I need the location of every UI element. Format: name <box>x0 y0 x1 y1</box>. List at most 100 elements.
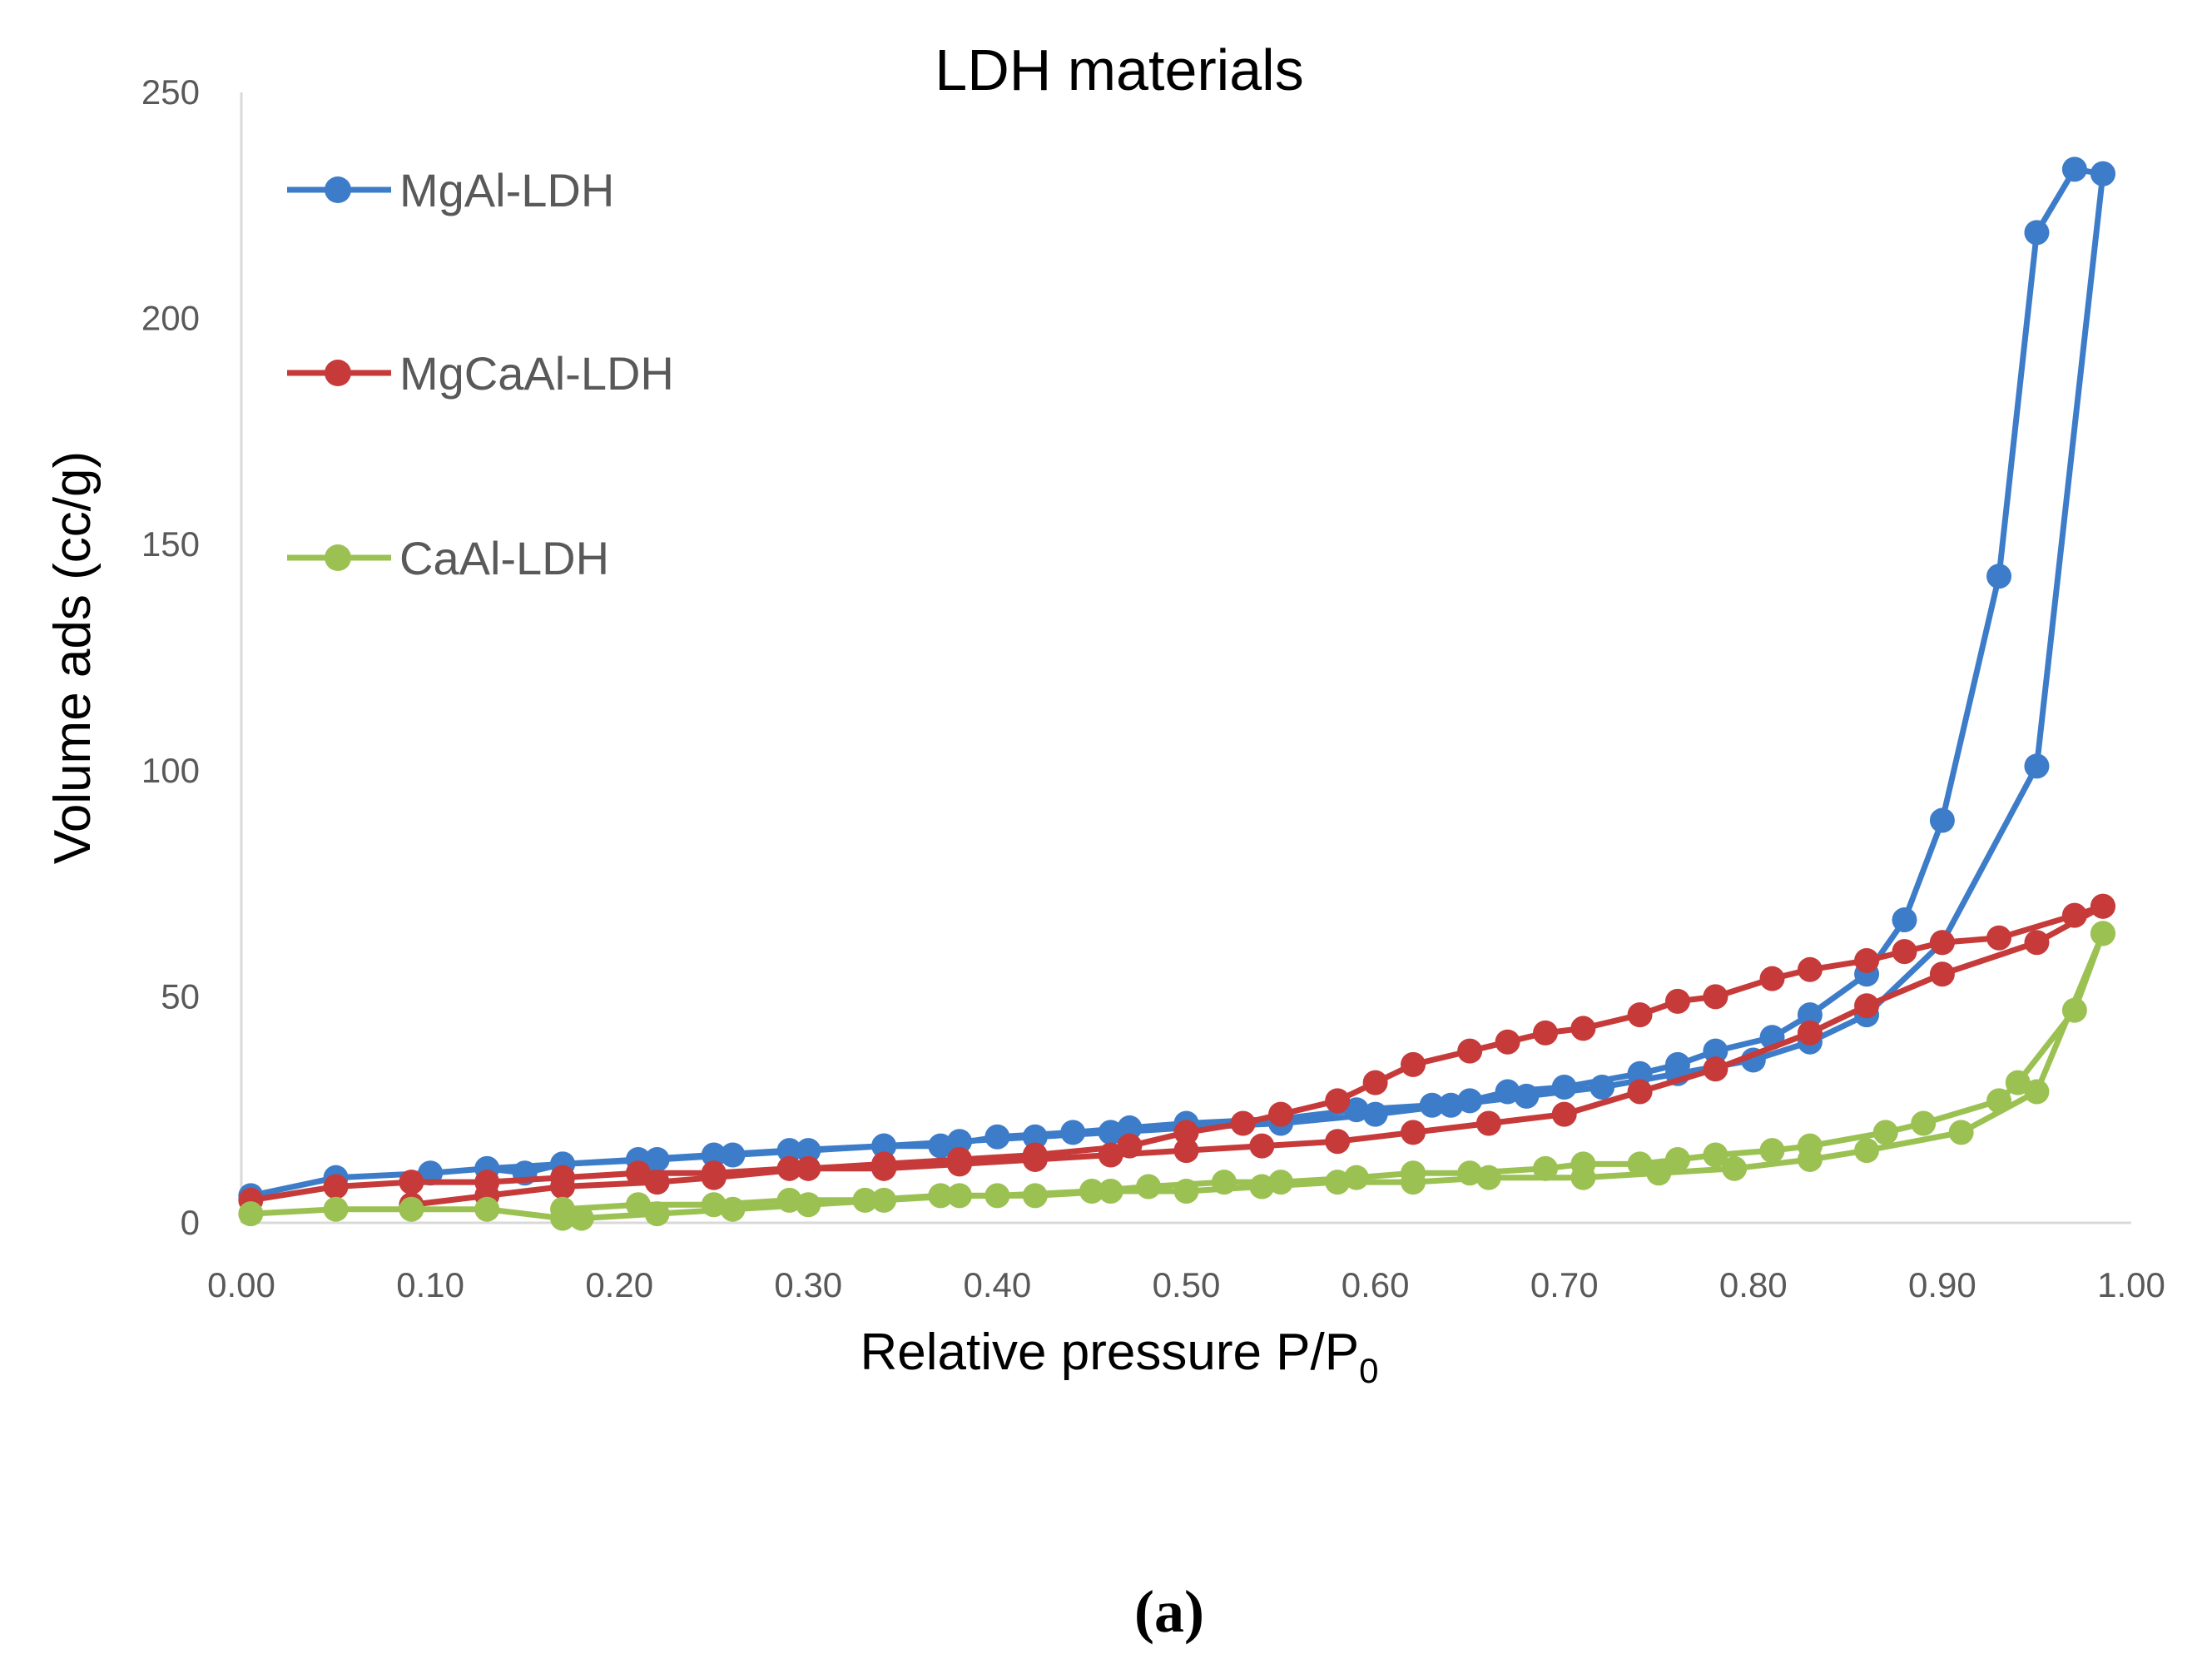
data-point <box>1343 1097 1369 1123</box>
data-point <box>1703 984 1728 1010</box>
data-point <box>625 1160 651 1186</box>
data-point <box>323 1196 349 1222</box>
x-axis-label: Relative pressure P/P0 <box>860 1324 1379 1390</box>
series-line-desorption <box>486 166 2104 1176</box>
data-point <box>550 1196 576 1222</box>
data-point <box>984 1183 1010 1209</box>
data-point <box>1892 939 1917 965</box>
y-tick-label: 150 <box>141 524 200 564</box>
data-point <box>2024 220 2050 246</box>
data-point <box>1419 1092 1445 1118</box>
data-point <box>946 1146 972 1172</box>
data-point <box>238 1201 264 1227</box>
data-point <box>1854 947 1880 973</box>
data-point <box>1627 1079 1653 1105</box>
data-point <box>1854 1138 1880 1164</box>
data-point <box>625 1192 651 1218</box>
data-point <box>399 1170 424 1195</box>
legend-marker <box>325 544 351 571</box>
data-point <box>1457 1038 1483 1064</box>
data-point <box>1627 1060 1653 1086</box>
data-point <box>2024 753 2050 779</box>
data-point <box>1060 1120 1086 1145</box>
data-point <box>1173 1138 1199 1164</box>
data-point <box>474 1196 500 1222</box>
x-tick-label: 0.50 <box>1153 1265 1221 1304</box>
data-point <box>2090 921 2115 946</box>
data-point <box>1211 1170 1237 1195</box>
data-point <box>1268 1101 1294 1127</box>
y-tick-label: 200 <box>141 299 200 338</box>
data-point <box>1457 1088 1483 1114</box>
data-point <box>323 1174 349 1200</box>
y-tick-label: 100 <box>141 751 200 790</box>
data-point <box>1722 1155 1748 1181</box>
x-tick-label: 0.30 <box>774 1265 842 1304</box>
data-point <box>1797 1133 1823 1159</box>
x-tick-label: 1.00 <box>2097 1265 2165 1304</box>
data-point <box>701 1165 727 1190</box>
data-point <box>2061 902 2087 928</box>
data-point <box>1797 1002 1823 1028</box>
y-tick-label: 250 <box>141 72 200 112</box>
data-point <box>928 1183 954 1209</box>
data-point <box>1570 1016 1596 1041</box>
data-point <box>720 1142 746 1168</box>
data-point <box>1948 1120 1974 1145</box>
data-point <box>1797 956 1823 982</box>
y-tick-label: 50 <box>161 976 200 1016</box>
series-CaAl-LDH <box>238 921 2115 1231</box>
data-point <box>928 1133 954 1159</box>
data-point <box>871 1151 897 1177</box>
data-point <box>1986 564 2012 589</box>
data-point <box>1703 1142 1728 1168</box>
data-point <box>568 1205 594 1231</box>
data-point <box>1664 1146 1690 1172</box>
data-point <box>1117 1115 1143 1140</box>
data-point <box>1929 807 1955 833</box>
data-point <box>1627 1151 1653 1177</box>
data-point <box>1401 1160 1426 1186</box>
data-point <box>1892 907 1917 933</box>
figure-caption: (a) <box>1134 1578 1204 1645</box>
chart-title: LDH materials <box>935 37 1303 102</box>
data-point <box>1532 1155 1558 1181</box>
data-point <box>1759 1138 1785 1164</box>
data-point <box>2024 1079 2050 1105</box>
data-point <box>1703 1056 1728 1082</box>
data-point <box>796 1138 821 1164</box>
data-point <box>1759 966 1785 991</box>
data-point <box>1325 1088 1351 1114</box>
data-point <box>1854 993 1880 1019</box>
data-point <box>1986 1088 2012 1114</box>
series-MgAl-LDH <box>238 156 2115 1209</box>
data-point <box>852 1187 878 1213</box>
x-tick-label: 0.90 <box>1908 1265 1976 1304</box>
data-point <box>2061 997 2087 1023</box>
data-point <box>1325 1129 1351 1155</box>
data-point <box>644 1170 670 1195</box>
legend-marker <box>325 360 351 386</box>
data-point <box>1664 988 1690 1014</box>
legend: MgAl-LDH MgCaAl-LDH CaAl-LDH <box>287 164 674 584</box>
data-point <box>701 1192 727 1218</box>
data-point <box>1268 1170 1294 1195</box>
data-point <box>1079 1178 1104 1204</box>
x-tick-label: 0.10 <box>396 1265 464 1304</box>
data-point <box>2005 1070 2031 1095</box>
data-point <box>550 1174 576 1200</box>
data-point <box>1872 1120 1898 1145</box>
data-point <box>984 1124 1010 1150</box>
data-point <box>1401 1120 1426 1145</box>
data-point <box>644 1146 670 1172</box>
data-point <box>1362 1070 1388 1095</box>
x-tick-label: 0.40 <box>964 1265 1032 1304</box>
x-tick-label: 0.00 <box>207 1265 275 1304</box>
x-tick-label: 0.20 <box>585 1265 653 1304</box>
y-tick-label: 0 <box>181 1203 200 1242</box>
data-point <box>1230 1110 1256 1136</box>
data-point <box>1797 1020 1823 1046</box>
data-point <box>1664 1051 1690 1077</box>
data-point <box>1136 1174 1162 1200</box>
